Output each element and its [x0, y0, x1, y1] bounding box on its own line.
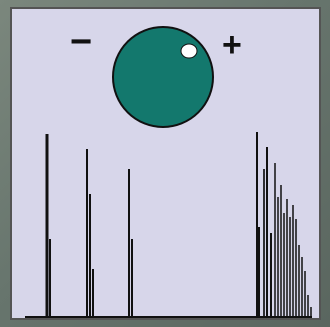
right-spectral-lines	[256, 132, 312, 317]
left-spectral-lines	[45, 134, 133, 317]
sphere-icon	[112, 26, 214, 128]
sphere-highlight-icon	[180, 43, 198, 59]
diagram-panel: − +	[10, 7, 321, 320]
positive-charge-label: +	[222, 26, 242, 64]
negative-charge-label: −	[70, 21, 93, 63]
spectrum-diagram	[25, 26, 312, 318]
